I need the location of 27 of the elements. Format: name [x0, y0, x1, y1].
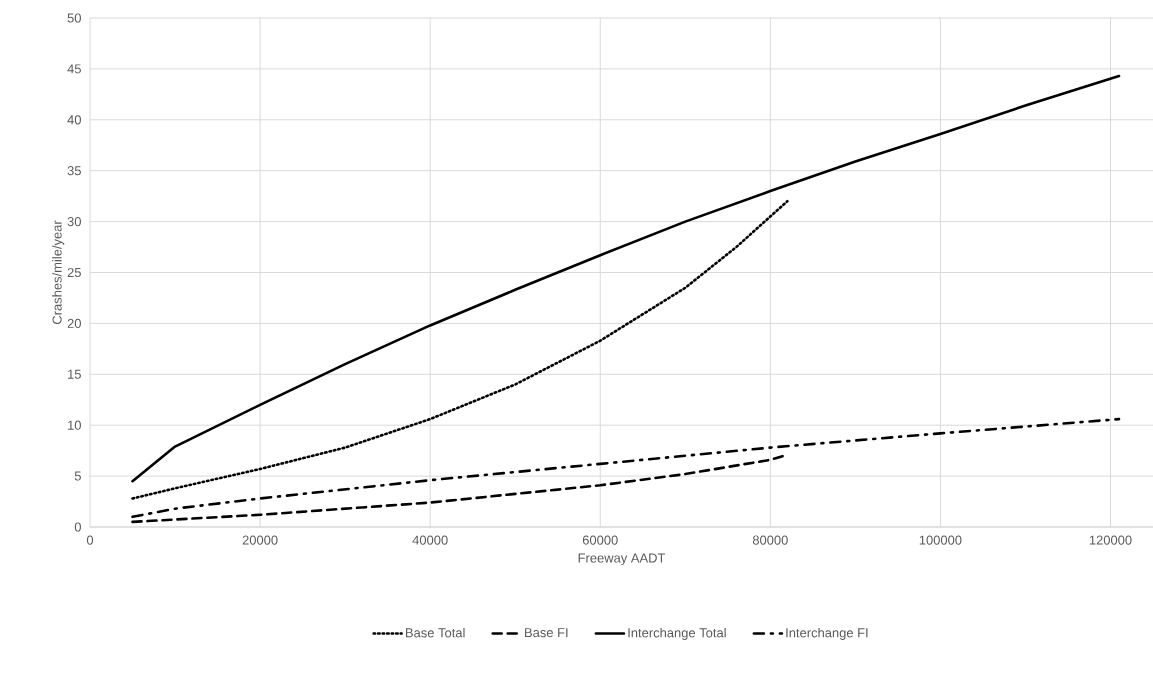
y-tick-label: 15 [68, 369, 81, 379]
y-tick-label: 45 [67, 64, 81, 74]
x-tick-label: 0 [86, 535, 94, 545]
legend-label: Interchange Total [628, 627, 726, 640]
x-tick-label: 120000 [1089, 535, 1132, 545]
x-tick-label: 100000 [919, 535, 962, 545]
legend-label: Interchange FI [786, 627, 868, 640]
line-series [131, 74, 1121, 483]
legend-label: Base Total [406, 627, 465, 638]
y-tick-label: 50 [67, 13, 81, 23]
x-tick-label: 80000 [752, 535, 788, 545]
y-tick-label: 20 [67, 318, 81, 328]
x-tick-label: 40000 [412, 535, 448, 545]
y-tick-label: 25 [67, 267, 81, 278]
y-tick-label: 40 [67, 115, 81, 125]
x-axis-title: Freeway AADT [578, 553, 666, 566]
y-tick-label: 10 [68, 420, 81, 430]
y-tick-label: 35 [67, 166, 81, 176]
legend-label: Base FI [525, 628, 568, 638]
y-tick-label: 0 [74, 522, 81, 532]
y-tick-label: 30 [67, 217, 81, 227]
x-tick-label: 60000 [582, 535, 618, 545]
y-axis-title: Crashes/mile/year [52, 220, 65, 325]
line-series [131, 199, 789, 500]
y-tick-label: 5 [74, 471, 81, 481]
x-tick-label: 20000 [242, 535, 278, 545]
line-series [131, 417, 1121, 519]
